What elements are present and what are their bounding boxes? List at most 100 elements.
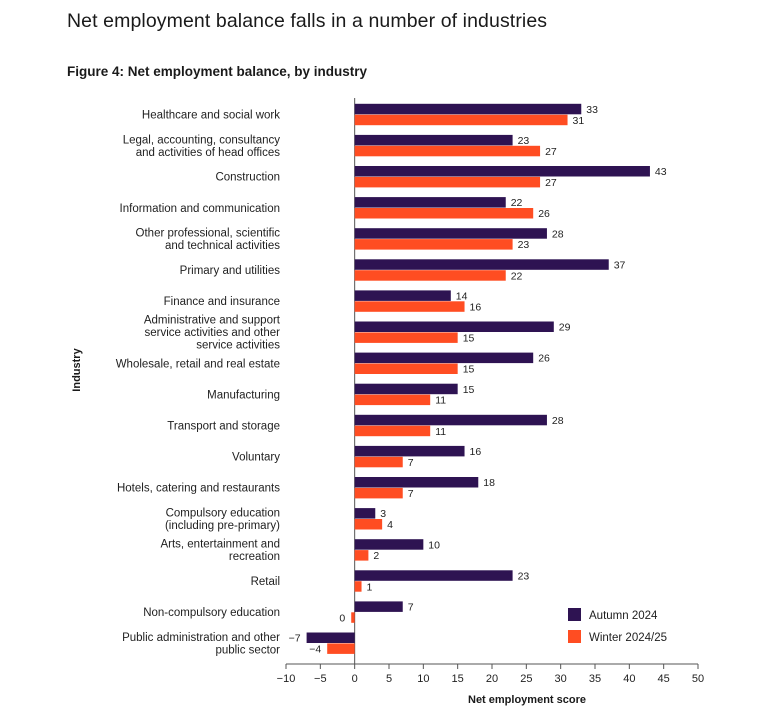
bar-autumn-2024 bbox=[354, 228, 547, 239]
category-label: Voluntary bbox=[232, 452, 280, 464]
value-label-winter: 15 bbox=[463, 333, 475, 345]
category-label-line: Manufacturing bbox=[207, 389, 280, 401]
legend-label: Winter 2024/25 bbox=[589, 632, 667, 644]
category-label-line: Finance and insurance bbox=[164, 296, 280, 308]
bar-autumn-2024 bbox=[354, 166, 650, 177]
category-label-line: Primary and utilities bbox=[180, 265, 281, 277]
category-labels: Healthcare and social work Legal, account… bbox=[116, 110, 281, 657]
category-label-line: Administrative and support bbox=[144, 315, 281, 327]
category-label: Administrative and support service activi… bbox=[144, 315, 281, 352]
bar-autumn-2024 bbox=[306, 632, 355, 643]
category-label: Hotels, catering and restaurants bbox=[117, 483, 280, 495]
value-label-autumn: 22 bbox=[511, 197, 523, 209]
value-label-winter: 0 bbox=[339, 612, 345, 624]
category-label: Compulsory education (including pre-prima… bbox=[165, 508, 280, 533]
x-tick-label: 10 bbox=[417, 673, 429, 685]
value-label-autumn: 10 bbox=[428, 539, 440, 551]
x-tick-label: 30 bbox=[555, 673, 567, 685]
value-label-autumn: 7 bbox=[408, 601, 414, 613]
bar-autumn-2024 bbox=[354, 539, 424, 550]
value-label-winter: 7 bbox=[408, 457, 414, 469]
bar-winter-2024-25 bbox=[354, 550, 369, 561]
legend-item-winter: Winter 2024/25 bbox=[568, 630, 667, 644]
category-label-line: Voluntary bbox=[232, 452, 280, 464]
bar-winter-2024-25 bbox=[354, 145, 541, 157]
bar-autumn-2024 bbox=[354, 259, 609, 270]
category-label: Construction bbox=[215, 172, 280, 184]
category-label: Other professional, scientific and techni… bbox=[136, 228, 281, 253]
value-label-winter: 7 bbox=[408, 488, 414, 500]
category-label-line: public sector bbox=[215, 645, 280, 657]
category-label: Transport and storage bbox=[167, 421, 280, 433]
category-label-line: Arts, entertainment and bbox=[160, 539, 280, 551]
x-axis-ticks: −10 −5 0 5 10 15 20 25 30 35 40 45 50 bbox=[277, 664, 704, 685]
category-label-line: Hotels, catering and restaurants bbox=[117, 483, 280, 495]
legend-swatch bbox=[568, 630, 581, 643]
bar-winter-2024-25 bbox=[354, 208, 534, 219]
category-label: Primary and utilities bbox=[180, 265, 281, 277]
x-tick-label: 15 bbox=[452, 673, 464, 685]
x-tick-label: 40 bbox=[623, 673, 635, 685]
category-label-line: Other professional, scientific bbox=[136, 228, 281, 240]
bar-winter-2024-25 bbox=[354, 332, 458, 343]
category-label: Information and communication bbox=[120, 203, 280, 215]
bar-winter-2024-25 bbox=[354, 394, 431, 406]
bar-autumn-2024 bbox=[354, 414, 547, 426]
bar-autumn-2024 bbox=[354, 321, 554, 332]
value-label-autumn: 16 bbox=[470, 446, 482, 458]
bar-winter-2024-25 bbox=[354, 239, 513, 250]
category-label-line: Retail bbox=[251, 576, 280, 588]
value-label-autumn: 23 bbox=[518, 135, 530, 147]
value-label-winter: 11 bbox=[435, 426, 446, 438]
bar-autumn-2024 bbox=[354, 352, 534, 364]
value-label-autumn: 28 bbox=[552, 415, 564, 427]
category-label-line: Compulsory education bbox=[166, 508, 280, 520]
value-label-winter: 11 bbox=[435, 395, 446, 407]
x-tick-label: 0 bbox=[352, 673, 358, 685]
category-label-line: Transport and storage bbox=[167, 421, 280, 433]
x-tick-label: 35 bbox=[589, 673, 601, 685]
category-label-line: and activities of head offices bbox=[136, 147, 281, 159]
legend-label: Autumn 2024 bbox=[589, 610, 658, 622]
value-label-winter: 2 bbox=[373, 550, 379, 562]
legend: Autumn 2024 Winter 2024/25 bbox=[568, 608, 667, 644]
x-axis-title: Net employment score bbox=[468, 694, 586, 706]
value-label-winter: 1 bbox=[367, 581, 373, 593]
value-label-winter: 4 bbox=[387, 519, 393, 531]
category-label-line: Information and communication bbox=[120, 203, 280, 215]
bar-autumn-2024 bbox=[354, 103, 582, 115]
bar-autumn-2024 bbox=[354, 134, 513, 146]
value-label-autumn: 37 bbox=[614, 259, 626, 271]
bar-autumn-2024 bbox=[354, 383, 458, 395]
value-label-autumn: 14 bbox=[456, 291, 468, 303]
category-label-line: Non-compulsory education bbox=[143, 607, 280, 619]
bar-winter-2024-25 bbox=[354, 456, 403, 468]
value-label-winter: 27 bbox=[545, 177, 557, 189]
bar-winter-2024-25 bbox=[354, 114, 568, 126]
value-label-autumn: 23 bbox=[518, 570, 530, 582]
category-label: Wholesale, retail and real estate bbox=[116, 358, 280, 370]
category-label-line: Wholesale, retail and real estate bbox=[116, 358, 280, 370]
category-label-line: Construction bbox=[215, 172, 280, 184]
category-label-line: (including pre-primary) bbox=[165, 520, 280, 532]
bar-autumn-2024 bbox=[354, 290, 451, 301]
page-heading: Net employment balance falls in a number… bbox=[67, 10, 548, 32]
category-label-line: and technical activities bbox=[165, 240, 280, 252]
value-label-autumn: 28 bbox=[552, 228, 564, 240]
category-label-line: Healthcare and social work bbox=[142, 110, 280, 122]
value-label-autumn: 26 bbox=[538, 353, 550, 365]
category-label: Manufacturing bbox=[207, 389, 280, 401]
category-label: Retail bbox=[251, 576, 280, 588]
y-axis-title: Industry bbox=[71, 347, 83, 391]
bar-winter-2024-25 bbox=[354, 581, 362, 592]
x-tick-label: 50 bbox=[692, 673, 704, 685]
value-label-winter: 26 bbox=[538, 208, 550, 220]
value-label-winter: 15 bbox=[463, 364, 475, 376]
bar-autumn-2024 bbox=[354, 601, 403, 612]
figure-title: Figure 4: Net employment balance, by ind… bbox=[67, 64, 368, 79]
value-label-winter: 16 bbox=[470, 301, 482, 313]
x-tick-label: −5 bbox=[314, 673, 327, 685]
category-label: Public administration and other public se… bbox=[122, 632, 280, 657]
category-label: Arts, entertainment and recreation bbox=[160, 539, 280, 564]
category-label: Legal, accounting, consultancy and activi… bbox=[123, 134, 281, 159]
